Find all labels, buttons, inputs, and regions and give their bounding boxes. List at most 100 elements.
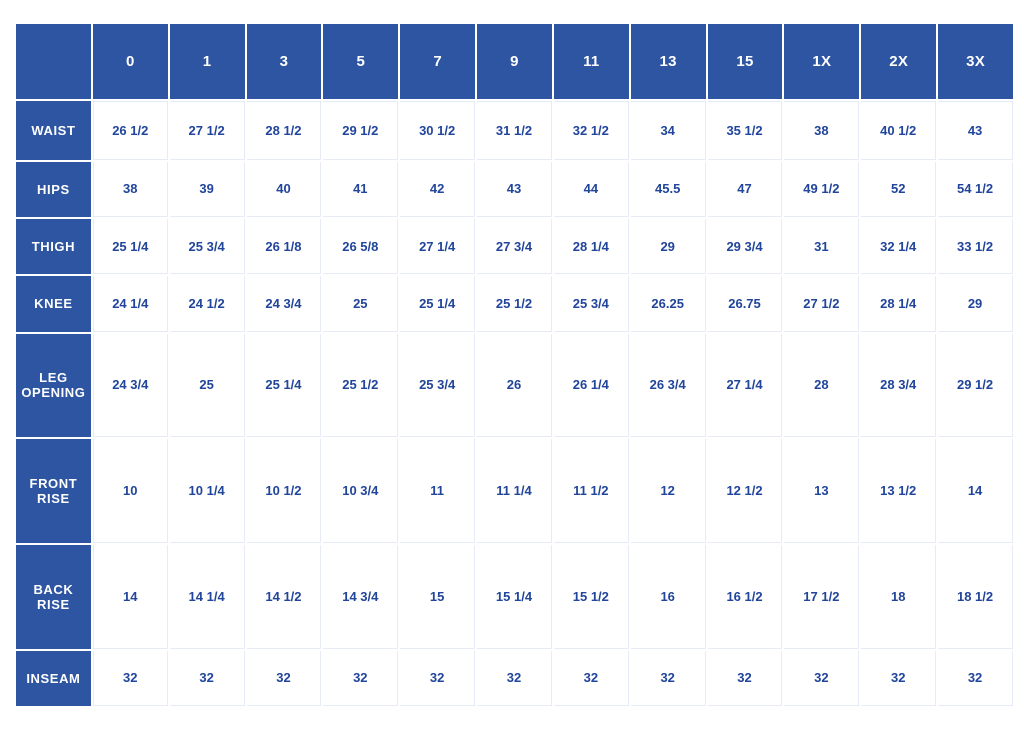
cell-back-rise-3: 14 1/2	[246, 544, 322, 649]
cell-knee-15: 26.75	[707, 276, 783, 332]
cell-inseam-3: 32	[246, 650, 322, 706]
cell-leg-opening-1: 25	[169, 333, 245, 438]
cell-thigh-9: 27 3/4	[477, 219, 552, 275]
cell-back-rise-13: 16	[630, 544, 706, 649]
cell-hips-7: 42	[400, 161, 476, 218]
table-row: WAIST 26 1/2 27 1/2 28 1/2 29 1/2 30 1/2…	[16, 101, 1013, 160]
cell-hips-0: 38	[92, 161, 168, 218]
table-row: THIGH 25 1/4 25 3/4 26 1/8 26 5/8 27 1/4…	[16, 219, 1013, 275]
cell-waist-7: 30 1/2	[400, 101, 476, 160]
cell-thigh-3x: 33 1/2	[938, 219, 1013, 275]
cell-front-rise-15: 12 1/2	[707, 439, 783, 543]
cell-knee-3x: 29	[938, 276, 1013, 332]
cell-back-rise-0: 14	[92, 544, 168, 649]
row-label-waist: WAIST	[16, 101, 91, 160]
table-body: WAIST 26 1/2 27 1/2 28 1/2 29 1/2 30 1/2…	[16, 101, 1013, 706]
row-label-inseam: INSEAM	[16, 650, 91, 706]
table-row: HIPS 38 39 40 41 42 43 44 45.5 47 49 1/2…	[16, 161, 1013, 218]
column-header-size-13: 13	[630, 24, 706, 99]
cell-leg-opening-5: 25 1/2	[323, 333, 399, 438]
cell-waist-15: 35 1/2	[707, 101, 783, 160]
cell-leg-opening-13: 26 3/4	[630, 333, 706, 438]
cell-back-rise-5: 14 3/4	[323, 544, 399, 649]
row-label-front-rise: FRONT RISE	[16, 439, 91, 543]
cell-back-rise-7: 15	[400, 544, 476, 649]
row-label-hips: HIPS	[16, 161, 91, 218]
table-row: KNEE 24 1/4 24 1/2 24 3/4 25 25 1/4 25 1…	[16, 276, 1013, 332]
cell-thigh-2x: 32 1/4	[861, 219, 937, 275]
cell-inseam-0: 32	[92, 650, 168, 706]
cell-front-rise-9: 11 1/4	[477, 439, 552, 543]
cell-front-rise-1x: 13	[784, 439, 860, 543]
cell-inseam-1x: 32	[784, 650, 860, 706]
cell-leg-opening-0: 24 3/4	[92, 333, 168, 438]
cell-leg-opening-3x: 29 1/2	[938, 333, 1013, 438]
table-corner-cell	[16, 24, 91, 99]
cell-inseam-5: 32	[323, 650, 399, 706]
cell-inseam-3x: 32	[938, 650, 1013, 706]
cell-waist-9: 31 1/2	[477, 101, 552, 160]
cell-front-rise-0: 10	[92, 439, 168, 543]
column-header-size-15: 15	[707, 24, 783, 99]
cell-knee-1: 24 1/2	[169, 276, 245, 332]
cell-waist-3x: 43	[938, 101, 1013, 160]
cell-front-rise-13: 12	[630, 439, 706, 543]
cell-hips-1: 39	[169, 161, 245, 218]
row-label-leg-opening: LEG OPENING	[16, 333, 91, 438]
column-header-size-7: 7	[400, 24, 476, 99]
cell-front-rise-2x: 13 1/2	[861, 439, 937, 543]
cell-hips-9: 43	[477, 161, 552, 218]
cell-hips-13: 45.5	[630, 161, 706, 218]
cell-hips-2x: 52	[861, 161, 937, 218]
cell-knee-9: 25 1/2	[477, 276, 552, 332]
cell-hips-3x: 54 1/2	[938, 161, 1013, 218]
cell-front-rise-3: 10 1/2	[246, 439, 322, 543]
cell-back-rise-3x: 18 1/2	[938, 544, 1013, 649]
cell-thigh-1x: 31	[784, 219, 860, 275]
cell-leg-opening-11: 26 1/4	[553, 333, 629, 438]
cell-thigh-7: 27 1/4	[400, 219, 476, 275]
column-header-size-11: 11	[553, 24, 629, 99]
column-header-size-5: 5	[323, 24, 399, 99]
cell-front-rise-3x: 14	[938, 439, 1013, 543]
cell-knee-5: 25	[323, 276, 399, 332]
column-header-size-1: 1	[169, 24, 245, 99]
column-header-size-9: 9	[477, 24, 552, 99]
cell-leg-opening-1x: 28	[784, 333, 860, 438]
cell-thigh-11: 28 1/4	[553, 219, 629, 275]
cell-hips-11: 44	[553, 161, 629, 218]
cell-waist-3: 28 1/2	[246, 101, 322, 160]
cell-knee-1x: 27 1/2	[784, 276, 860, 332]
row-label-thigh: THIGH	[16, 219, 91, 275]
cell-thigh-3: 26 1/8	[246, 219, 322, 275]
cell-waist-1x: 38	[784, 101, 860, 160]
header-row: 0 1 3 5 7 9 11 13 15 1X 2X 3X	[16, 24, 1013, 99]
cell-waist-11: 32 1/2	[553, 101, 629, 160]
column-header-size-3x: 3X	[938, 24, 1013, 99]
cell-inseam-15: 32	[707, 650, 783, 706]
cell-leg-opening-7: 25 3/4	[400, 333, 476, 438]
cell-leg-opening-2x: 28 3/4	[861, 333, 937, 438]
cell-inseam-13: 32	[630, 650, 706, 706]
cell-knee-2x: 28 1/4	[861, 276, 937, 332]
table-header: 0 1 3 5 7 9 11 13 15 1X 2X 3X	[16, 24, 1013, 99]
cell-waist-1: 27 1/2	[169, 101, 245, 160]
cell-front-rise-5: 10 3/4	[323, 439, 399, 543]
cell-waist-5: 29 1/2	[323, 101, 399, 160]
cell-front-rise-11: 11 1/2	[553, 439, 629, 543]
cell-back-rise-1x: 17 1/2	[784, 544, 860, 649]
cell-waist-13: 34	[630, 101, 706, 160]
size-chart-container: 0 1 3 5 7 9 11 13 15 1X 2X 3X WAIST 26 1…	[14, 22, 1015, 708]
cell-inseam-1: 32	[169, 650, 245, 706]
cell-front-rise-7: 11	[400, 439, 476, 543]
cell-thigh-5: 26 5/8	[323, 219, 399, 275]
column-header-size-1x: 1X	[784, 24, 860, 99]
cell-waist-2x: 40 1/2	[861, 101, 937, 160]
table-row: FRONT RISE 10 10 1/4 10 1/2 10 3/4 11 11…	[16, 439, 1013, 543]
cell-thigh-0: 25 1/4	[92, 219, 168, 275]
cell-inseam-11: 32	[553, 650, 629, 706]
cell-leg-opening-9: 26	[477, 333, 552, 438]
cell-back-rise-2x: 18	[861, 544, 937, 649]
cell-knee-0: 24 1/4	[92, 276, 168, 332]
cell-back-rise-11: 15 1/2	[553, 544, 629, 649]
